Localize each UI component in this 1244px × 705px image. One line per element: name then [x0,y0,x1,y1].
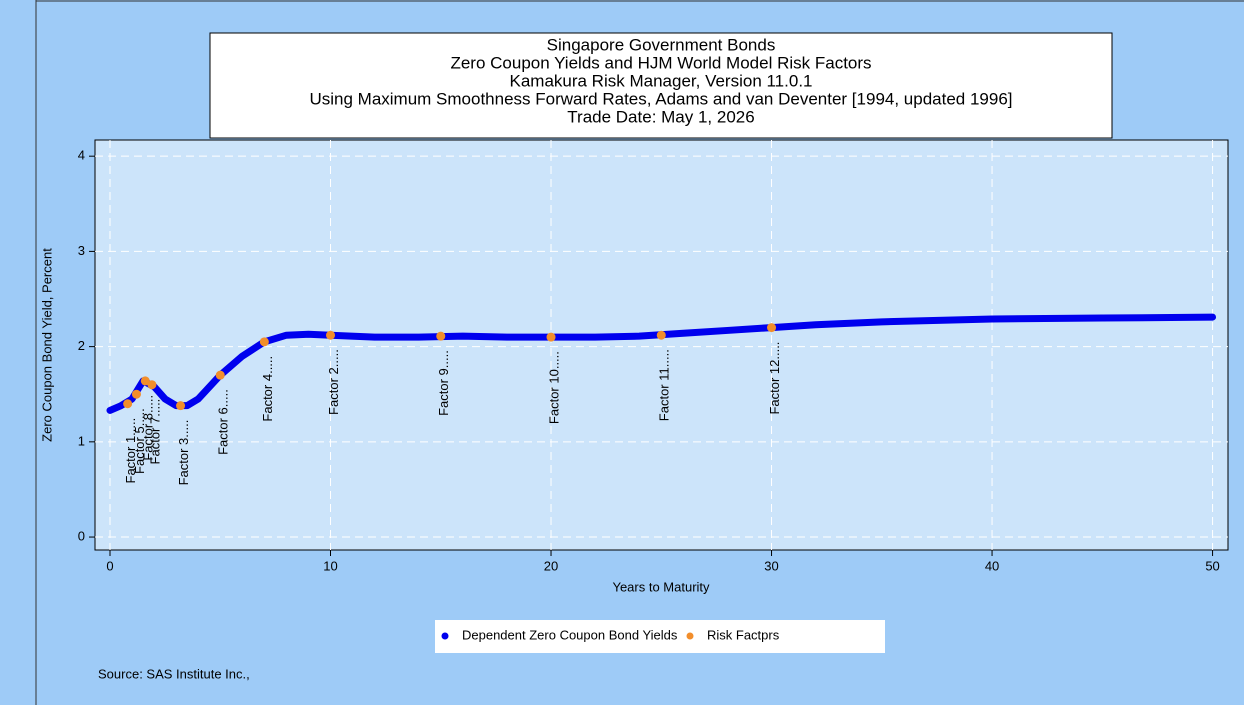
factor-label: Factor 12..... [767,342,782,415]
x-tick-label: 50 [1205,558,1219,573]
factor-label: Factor 9..... [436,350,451,416]
yield-curve [106,313,1217,414]
source: Source: SAS Institute Inc., [98,666,250,681]
factor-label: Factor 4..... [260,356,275,422]
risk-factor-point [215,370,225,380]
y-axis-label: Zero Coupon Bond Yield, Percent [39,248,54,442]
y-tick-label: 0 [78,528,85,543]
risk-factor-point [140,376,150,386]
y-tick-label: 2 [78,338,85,353]
y-tick-label: 4 [78,148,85,163]
legend-label: Risk Factprs [707,627,780,642]
factor-label: Factor 3..... [176,420,191,486]
legend-swatch [686,632,694,640]
factor-label: Factor 8..... [141,395,156,461]
chart-title: Using Maximum Smoothness Forward Rates, … [309,89,1012,108]
factor-label: Factor 7..... [147,399,162,465]
y-tick-label: 1 [78,433,85,448]
x-axis-label: Years to Maturity [612,579,710,594]
risk-factor-point [147,380,157,390]
chart-title: Trade Date: May 1, 2026 [567,107,754,126]
factor-label: Factor 10..... [546,351,561,424]
risk-factor-point [656,330,666,340]
x-tick-label: 30 [764,558,778,573]
legend [435,620,885,653]
risk-factor-point [546,332,556,342]
legend-swatch [441,632,449,640]
chart-title: Zero Coupon Yields and HJM World Model R… [450,53,871,72]
factor-label: Factor 5..... [132,408,147,474]
title-box [209,32,1113,139]
risk-factor-point [123,399,133,409]
chart-title: Singapore Government Bonds [547,35,776,54]
x-tick-label: 40 [985,558,999,573]
factor-label: Factor 6..... [216,389,231,455]
risk-factor-point [176,401,186,411]
factor-label: Factor 2..... [326,349,341,415]
risk-factor-point [326,330,336,340]
y-tick-label: 3 [78,243,85,258]
factor-label: Factor 1..... [123,418,138,484]
legend-label: Dependent Zero Coupon Bond Yields [462,627,678,642]
x-tick-label: 0 [106,558,113,573]
plot-area [94,139,1229,551]
x-tick-label: 20 [544,558,558,573]
risk-factor-point [131,389,141,399]
risk-factor-point [259,337,269,347]
x-tick-label: 10 [323,558,337,573]
chart-title: Kamakura Risk Manager, Version 11.0.1 [509,71,812,90]
risk-factor-point [767,323,777,333]
risk-factor-point [436,331,446,341]
factor-label: Factor 11..... [657,349,672,421]
